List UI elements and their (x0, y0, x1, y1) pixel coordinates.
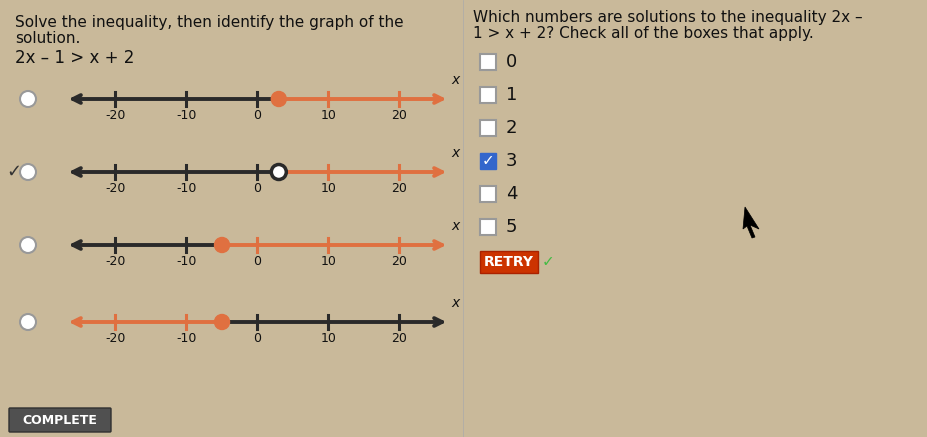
Text: -10: -10 (176, 182, 197, 195)
Text: Solve the inequality, then identify the graph of the: Solve the inequality, then identify the … (15, 15, 403, 30)
Text: 3: 3 (506, 152, 517, 170)
Text: -20: -20 (106, 332, 126, 345)
Text: Which numbers are solutions to the inequality 2x –: Which numbers are solutions to the inequ… (473, 10, 863, 25)
Text: solution.: solution. (15, 31, 81, 46)
Text: ✓: ✓ (482, 153, 494, 169)
Text: 20: 20 (391, 109, 408, 122)
Text: 2: 2 (506, 119, 517, 137)
Text: ✓: ✓ (6, 163, 21, 181)
Text: x: x (451, 219, 459, 233)
Text: 20: 20 (391, 182, 408, 195)
Text: -20: -20 (106, 255, 126, 268)
Text: 10: 10 (321, 332, 337, 345)
Text: -10: -10 (176, 332, 197, 345)
FancyBboxPatch shape (480, 186, 496, 202)
Text: x: x (451, 146, 459, 160)
Text: -10: -10 (176, 109, 197, 122)
FancyBboxPatch shape (480, 219, 496, 235)
Text: -10: -10 (176, 255, 197, 268)
Circle shape (20, 237, 36, 253)
Text: ✓: ✓ (542, 254, 554, 270)
Text: 10: 10 (321, 109, 337, 122)
Polygon shape (743, 207, 759, 238)
FancyBboxPatch shape (480, 120, 496, 136)
Text: 20: 20 (391, 255, 408, 268)
Circle shape (20, 164, 36, 180)
Text: 10: 10 (321, 182, 337, 195)
Circle shape (272, 164, 286, 180)
Text: -20: -20 (106, 182, 126, 195)
Text: 0: 0 (253, 332, 261, 345)
Text: 0: 0 (506, 53, 517, 71)
FancyBboxPatch shape (480, 54, 496, 70)
FancyBboxPatch shape (480, 87, 496, 103)
Text: 0: 0 (253, 182, 261, 195)
FancyBboxPatch shape (480, 251, 538, 273)
FancyBboxPatch shape (480, 153, 496, 169)
Circle shape (20, 91, 36, 107)
Text: 2x – 1 > x + 2: 2x – 1 > x + 2 (15, 49, 134, 67)
Text: 5: 5 (506, 218, 517, 236)
Text: 1: 1 (506, 86, 517, 104)
Text: 1 > x + 2? Check all of the boxes that apply.: 1 > x + 2? Check all of the boxes that a… (473, 26, 814, 41)
Text: 4: 4 (506, 185, 517, 203)
Circle shape (214, 237, 230, 253)
Text: 20: 20 (391, 332, 408, 345)
Circle shape (272, 91, 286, 107)
Text: 0: 0 (253, 109, 261, 122)
Circle shape (20, 314, 36, 330)
Text: x: x (451, 296, 459, 310)
Text: RETRY: RETRY (484, 255, 534, 269)
Circle shape (214, 315, 230, 329)
Text: x: x (451, 73, 459, 87)
Text: 0: 0 (253, 255, 261, 268)
Text: 10: 10 (321, 255, 337, 268)
Text: -20: -20 (106, 109, 126, 122)
Text: COMPLETE: COMPLETE (22, 413, 97, 427)
FancyBboxPatch shape (9, 408, 111, 432)
